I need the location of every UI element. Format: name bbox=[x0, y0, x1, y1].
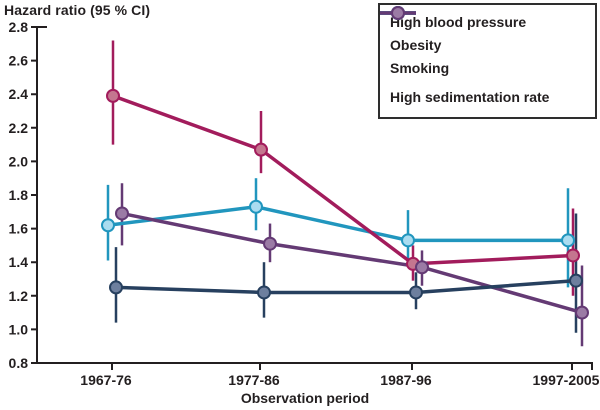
series-line bbox=[112, 94, 574, 266]
data-point-marker bbox=[106, 88, 120, 103]
legend-label: High sedimentation rate bbox=[390, 88, 550, 105]
y-tick-label: 1.6 bbox=[9, 221, 29, 237]
data-point-marker bbox=[263, 236, 277, 251]
legend-label: High blood pressure bbox=[390, 13, 527, 30]
legend-item-obesity: Obesity bbox=[380, 6, 587, 56]
y-tick-label: 2.6 bbox=[9, 53, 29, 69]
legend-item-high-blood-pressure: High blood pressure bbox=[380, 6, 587, 33]
y-tick-label: 2.4 bbox=[9, 86, 29, 102]
data-point-marker bbox=[575, 305, 589, 320]
y-tick-label: 2.8 bbox=[9, 19, 29, 35]
series-line bbox=[115, 278, 577, 295]
y-tick-label: 2.0 bbox=[9, 153, 29, 169]
data-point-marker bbox=[569, 273, 583, 288]
y-axis-title: Hazard ratio (95 % CI) bbox=[4, 2, 151, 18]
y-tick-label: 1.2 bbox=[9, 288, 29, 304]
data-point-marker bbox=[409, 285, 423, 300]
legend-item-smoking: Smoking bbox=[380, 6, 587, 79]
series-line bbox=[121, 211, 583, 315]
legend-label: Smoking bbox=[390, 59, 450, 76]
data-point-marker bbox=[115, 206, 129, 221]
y-tick-label: 1.8 bbox=[9, 187, 29, 203]
data-point-marker bbox=[257, 285, 271, 300]
data-point-marker bbox=[566, 248, 580, 263]
y-tick-label: 1.0 bbox=[9, 321, 29, 337]
x-tick-label: 1997-2005 bbox=[533, 372, 600, 388]
data-point-marker bbox=[415, 260, 429, 275]
data-point-marker bbox=[249, 199, 263, 214]
data-point-marker bbox=[109, 280, 123, 295]
x-tick-label: 1977-86 bbox=[228, 372, 280, 388]
data-point-marker bbox=[401, 233, 415, 248]
y-tick-label: 0.8 bbox=[9, 355, 29, 371]
legend: High blood pressure Obesity Smoking High… bbox=[378, 3, 597, 119]
y-tick-label: 2.2 bbox=[9, 120, 29, 136]
y-tick-label: 1.4 bbox=[9, 254, 29, 270]
legend-item-high-sedimentation-rate: High sedimentation rate bbox=[380, 6, 587, 108]
legend-marker-icon bbox=[380, 6, 416, 20]
axes bbox=[31, 26, 593, 370]
data-point-marker bbox=[561, 233, 575, 248]
x-tick-label: 1987-96 bbox=[380, 372, 432, 388]
series-line bbox=[107, 204, 568, 243]
x-axis-label: Observation period bbox=[240, 390, 370, 406]
x-tick-label: 1967-76 bbox=[80, 372, 132, 388]
legend-label: Obesity bbox=[390, 36, 442, 53]
data-point-marker bbox=[254, 142, 268, 157]
data-point-marker bbox=[101, 218, 115, 233]
